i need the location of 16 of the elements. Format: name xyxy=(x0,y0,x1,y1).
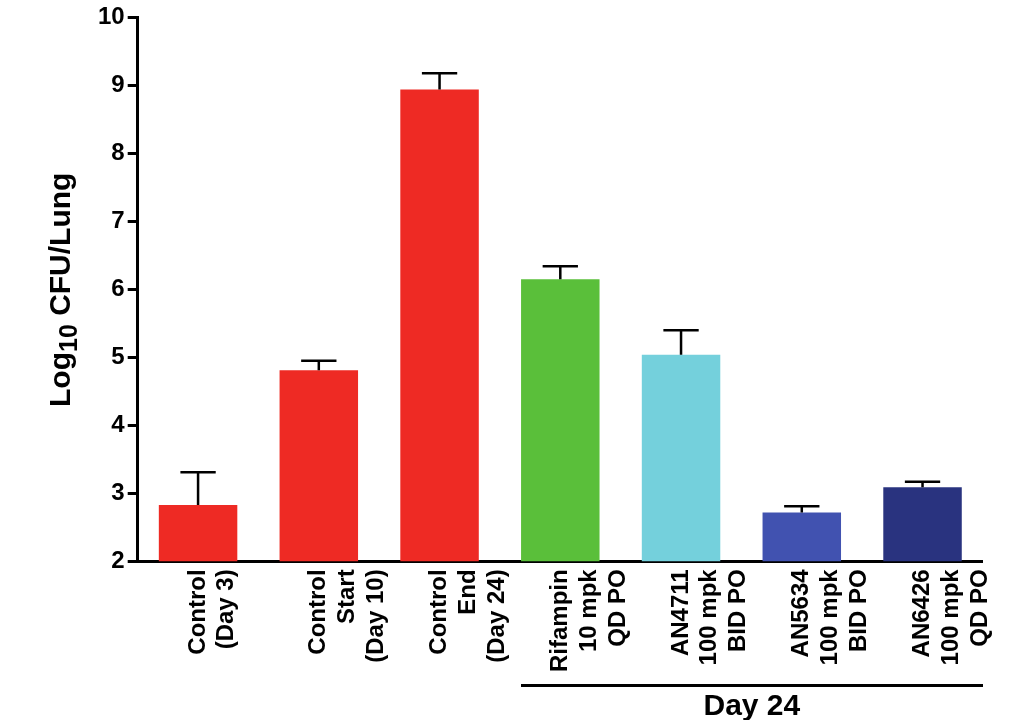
x-tick-label: AN6426 100 mpk QD PO xyxy=(907,568,992,666)
x-tick-label: Control (Day 3) xyxy=(182,569,239,655)
y-tick-label: 5 xyxy=(111,341,125,369)
y-tick-label: 6 xyxy=(111,273,125,301)
y-tick-label: 8 xyxy=(111,138,125,166)
x-tick-label: AN5634 100 mpk BID PO xyxy=(786,568,872,666)
y-tick-label: 4 xyxy=(111,409,126,437)
y-tick-label: 2 xyxy=(111,545,125,573)
x-tick-label: Control End (Day 24) xyxy=(424,569,509,663)
y-tick-label: 10 xyxy=(97,2,125,30)
y-tick-label: 7 xyxy=(111,206,125,233)
y-tick-label: 3 xyxy=(111,477,125,505)
y-tick-label: 9 xyxy=(111,70,125,98)
x-tick-label: Control Start (Day 10) xyxy=(303,569,389,663)
x-tick-label: AN4711 100 mpk BID PO xyxy=(665,568,751,666)
x-tick-label: Rifampin 10 mpk QD PO xyxy=(544,568,630,672)
